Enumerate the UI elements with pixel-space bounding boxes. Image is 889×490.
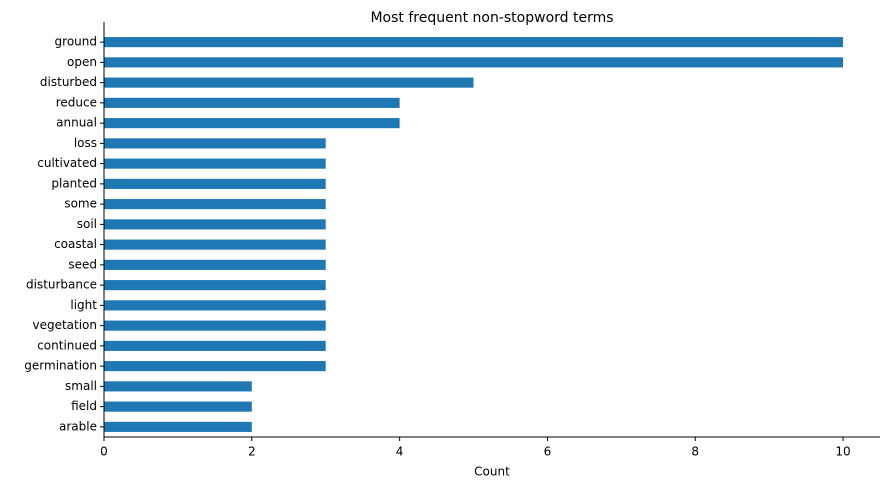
x-tick-label: 4 bbox=[396, 445, 404, 459]
bar bbox=[104, 199, 326, 210]
x-tick-label: 8 bbox=[691, 445, 699, 459]
bar bbox=[104, 158, 326, 169]
bar bbox=[104, 300, 326, 311]
y-tick-label: some bbox=[64, 197, 97, 211]
y-tick-label: coastal bbox=[54, 237, 97, 251]
bar bbox=[104, 118, 400, 129]
y-tick-label: arable bbox=[59, 419, 97, 433]
y-tick-label: small bbox=[65, 379, 97, 393]
bar bbox=[104, 259, 326, 270]
bar bbox=[104, 219, 326, 230]
bar bbox=[104, 178, 326, 189]
y-tick-label: cultivated bbox=[37, 156, 97, 170]
y-tick-label: continued bbox=[37, 338, 97, 352]
chart-title: Most frequent non-stopword terms bbox=[370, 10, 613, 26]
y-tick-label: reduce bbox=[56, 95, 97, 109]
bar bbox=[104, 381, 252, 392]
x-tick-label: 2 bbox=[248, 445, 256, 459]
bar bbox=[104, 77, 474, 88]
y-tick-label: planted bbox=[51, 176, 97, 190]
bar bbox=[104, 57, 844, 68]
bar bbox=[104, 37, 844, 48]
x-tick-label: 0 bbox=[100, 445, 108, 459]
x-axis-label: Count bbox=[474, 465, 510, 479]
y-tick-label: germination bbox=[24, 359, 97, 373]
bar bbox=[104, 421, 252, 432]
y-tick-label: annual bbox=[56, 116, 97, 130]
bar bbox=[104, 340, 326, 351]
bar bbox=[104, 361, 326, 372]
bar bbox=[104, 401, 252, 412]
y-tick-label: disturbed bbox=[40, 75, 97, 89]
y-tick-label: soil bbox=[77, 217, 97, 231]
bar bbox=[104, 280, 326, 291]
bar bbox=[104, 138, 326, 149]
x-tick-label: 10 bbox=[835, 445, 850, 459]
y-tick-label: disturbance bbox=[26, 278, 97, 292]
bar bbox=[104, 320, 326, 331]
y-tick-label: vegetation bbox=[32, 318, 97, 332]
y-tick-label: open bbox=[67, 55, 97, 69]
y-tick-label: light bbox=[70, 298, 97, 312]
y-tick-label: loss bbox=[74, 136, 97, 150]
y-tick-label: field bbox=[71, 399, 97, 413]
bar bbox=[104, 239, 326, 250]
y-tick-label: seed bbox=[68, 257, 97, 271]
y-tick-label: ground bbox=[55, 35, 97, 49]
bar bbox=[104, 97, 400, 108]
x-tick-label: 6 bbox=[544, 445, 552, 459]
